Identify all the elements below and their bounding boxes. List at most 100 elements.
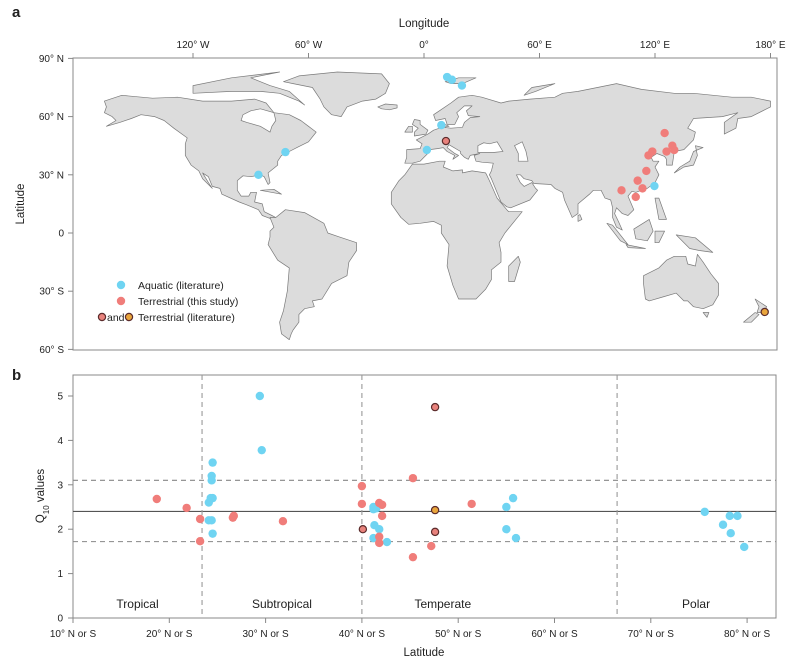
scatter-y-tick-label: 5: [57, 392, 63, 403]
region-label-tropical: Tropical: [116, 597, 158, 611]
map-frame: [72, 57, 778, 351]
map-y-tick-label: 60° S: [39, 345, 64, 356]
scatter-point-terrestrial-lit-red: [430, 527, 440, 537]
world-map-land: [104, 71, 771, 341]
map-point-aquatic: [650, 181, 659, 191]
scatter-point-terrestrial-this-study: [377, 500, 387, 509]
map-y-axis-title: Latitude: [15, 184, 27, 225]
map-point-terrestrial-this-study: [662, 147, 671, 156]
landmass: [654, 197, 667, 220]
scatter-point-terrestrial-this-study: [427, 541, 436, 551]
map-x-axis-title: Longitude: [399, 18, 450, 30]
scatter-point-terrestrial-this-study: [408, 552, 418, 562]
map-y-tick-label: 0: [58, 229, 64, 240]
scatter-x-tick-label: 10° N or S: [50, 629, 97, 640]
scatter-point-aquatic: [208, 458, 217, 467]
scatter-point-terrestrial-this-study: [357, 481, 367, 491]
scatter-point-terrestrial-lit-red: [358, 525, 368, 534]
scatter-point-aquatic: [208, 529, 217, 538]
map-x-tick-label: 120° E: [640, 40, 670, 51]
landmass: [192, 71, 305, 106]
legend: Aquatic (literature) Terrestrial (this st…: [97, 280, 238, 324]
scatter-x-axis-title: Latitude: [404, 647, 445, 659]
map-point-aquatic: [254, 170, 263, 179]
landmass: [625, 244, 646, 249]
landmass: [412, 119, 429, 137]
scatter-point-aquatic: [740, 542, 749, 552]
map-x-tick-label: 0°: [419, 40, 429, 51]
scatter-y-tick-label: 3: [57, 480, 63, 491]
scatter-axes: 10° N or S 20° N or S 30° N or S 40° N or S…: [50, 392, 771, 641]
map-point-terrestrial-this-study: [670, 145, 679, 155]
scatter-point-aquatic: [718, 520, 728, 529]
scatter-point-terrestrial-this-study: [228, 513, 238, 522]
map-y-tick-label: 60° N: [39, 112, 64, 123]
map-point-terrestrial-this-study: [631, 192, 640, 202]
scatter-point-aquatic: [204, 498, 213, 507]
legend-label-terrestrial-this-study: Terrestrial (this study): [138, 296, 238, 308]
y-title-sub: 10: [42, 505, 51, 514]
landmass: [104, 94, 317, 219]
landmass: [654, 230, 665, 244]
scatter-point-terrestrial-this-study: [195, 514, 205, 524]
panel-label-b: b: [12, 367, 21, 384]
map-point-terrestrial-this-study: [644, 151, 653, 160]
region-label-polar: Polar: [682, 597, 710, 611]
map-point-terrestrial-this-study: [617, 186, 626, 195]
region-label-subtropical: Subtropical: [252, 597, 312, 611]
reference-lines: Tropical Subtropical Temperate Polar: [73, 375, 776, 618]
landmass: [260, 188, 282, 195]
scatter-point-aquatic: [257, 445, 266, 455]
legend-marker-terrestrial-lit-red: [97, 312, 107, 322]
map-point-terrestrial-lit-red: [441, 136, 451, 146]
legend-label-terrestrial-literature: Terrestrial (literature): [138, 312, 235, 324]
scatter-y-tick-label: 1: [57, 569, 63, 580]
landmass: [508, 255, 521, 282]
scatter-point-aquatic: [725, 511, 734, 521]
scatter-point-aquatic: [204, 516, 213, 525]
landmass: [643, 253, 719, 310]
scatter-point-aquatic: [700, 507, 709, 517]
scatter-y-tick-label: 4: [57, 436, 63, 447]
scatter-frame: [72, 374, 777, 619]
scatter-point-terrestrial-this-study: [182, 503, 191, 513]
scatter-point-aquatic: [502, 502, 511, 512]
map-point-aquatic: [447, 75, 457, 84]
scatter-point-aquatic: [255, 391, 265, 401]
scatter-point-aquatic: [726, 528, 735, 538]
scatter-point-aquatic: [207, 476, 216, 485]
scatter-x-tick-label: 20° N or S: [146, 629, 193, 640]
scatter-point-terrestrial-this-study: [195, 536, 205, 546]
landmass: [673, 145, 704, 174]
landmass: [633, 219, 654, 242]
scatter-x-tick-label: 60° N or S: [531, 629, 578, 640]
scatter-point-terrestrial-this-study: [278, 517, 288, 526]
scatter-point-aquatic: [375, 525, 384, 534]
y-title-suffix: values: [35, 469, 47, 506]
scatter-point-terrestrial-this-study: [357, 499, 367, 509]
legend-joiner: and: [107, 312, 125, 324]
map-x-tick-label: 60° E: [527, 40, 552, 51]
scatter-point-aquatic: [508, 493, 518, 503]
landmass: [577, 214, 583, 222]
map-axes: 120° W 60° W 0° 60° E 120° E 180° E 90° N 60° N…: [39, 40, 786, 356]
inland-water: [477, 141, 504, 153]
panel-label-a: a: [12, 4, 21, 21]
landmass: [377, 103, 398, 111]
map-x-tick-label: 60° W: [295, 40, 323, 51]
map-points: [254, 72, 769, 317]
landmass: [404, 83, 771, 231]
region-label-temperate: Temperate: [414, 597, 471, 611]
landmass: [390, 160, 523, 300]
map-y-tick-label: 90° N: [39, 54, 64, 65]
scatter-y-tick-label: 0: [57, 614, 63, 625]
landmass: [283, 71, 390, 117]
scatter-point-terrestrial-this-study: [467, 499, 476, 509]
map-point-terrestrial-this-study: [642, 166, 651, 176]
landmass: [743, 312, 760, 323]
landmass: [702, 312, 710, 318]
map-point-terrestrial-this-study: [633, 176, 642, 185]
map-point-terrestrial-this-study: [660, 128, 669, 138]
landmass: [606, 222, 629, 245]
